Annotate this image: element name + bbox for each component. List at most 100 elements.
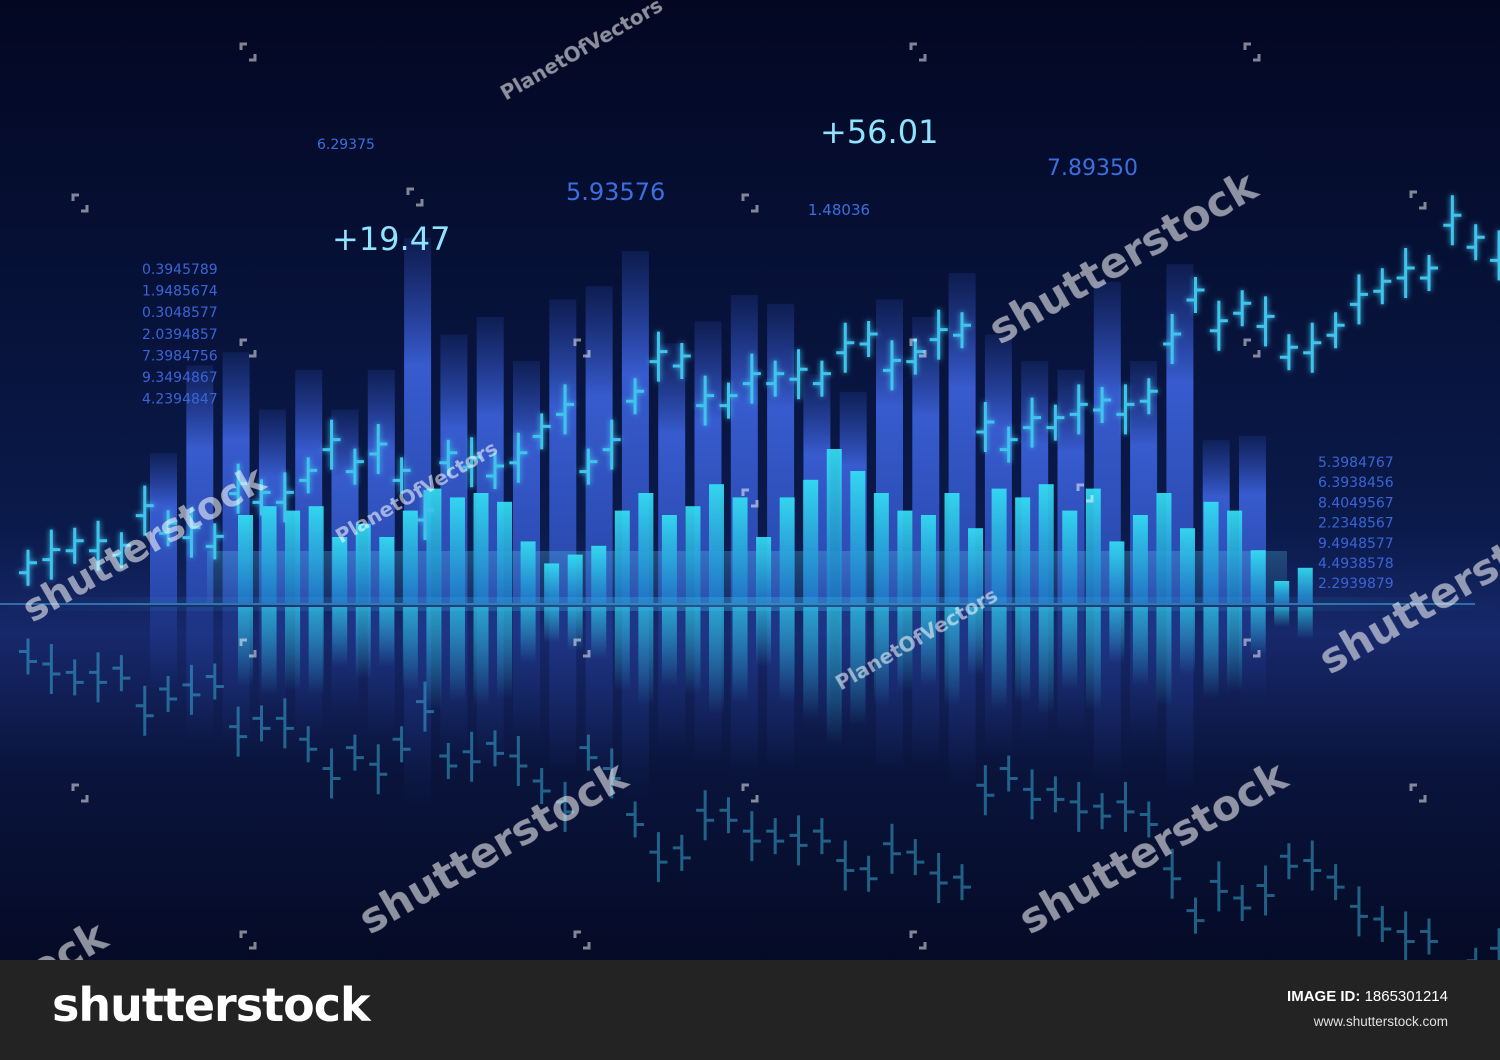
glow-bar-reflection (285, 607, 301, 691)
annotation-label: 5.93576 (566, 178, 665, 206)
watermark-mark (1409, 190, 1427, 210)
ohlc-tick (42, 529, 61, 580)
ohlc-tick (1466, 224, 1485, 261)
ohlc-tick (1069, 384, 1088, 435)
glow-bar (1038, 484, 1054, 603)
glow-bar-reflection (332, 607, 348, 667)
glow-bar-reflection (449, 607, 465, 703)
ohlc-tick-reflection (205, 663, 224, 700)
ohlc-tick-reflection (1233, 885, 1252, 922)
ohlc-tick (299, 457, 318, 494)
ohlc-tick (135, 485, 154, 536)
ohlc-tick-reflection (672, 834, 691, 871)
right-readout-value: 8.4049567 (1318, 495, 1394, 511)
ohlc-tick (1093, 387, 1112, 423)
ohlc-tick (649, 331, 668, 382)
ohlc-tick-reflection (1256, 865, 1275, 916)
ohlc-tick-reflection (976, 765, 995, 816)
shutterstock-logo[interactable]: shutterstock (52, 978, 371, 1032)
ohlc-tick (392, 457, 411, 494)
glow-bar (991, 488, 1007, 603)
glow-bar-reflection (779, 607, 795, 703)
ohlc-tick-reflection (1326, 864, 1345, 901)
glow-bar-reflection (732, 607, 748, 703)
annotation-label: 7.89350 (1047, 156, 1138, 181)
ohlc-tick (556, 384, 575, 435)
ohlc-tick-reflection (42, 643, 61, 694)
glow-bar (520, 541, 536, 603)
glow-bar-reflection (261, 607, 277, 695)
ohlc-tick (953, 312, 971, 349)
glow-bar-reflection (968, 607, 984, 675)
ohlc-tick-reflection (556, 781, 575, 832)
ohlc-tick (719, 382, 738, 419)
annotation-label: 1.48036 (808, 201, 870, 219)
glow-bar (709, 484, 724, 603)
glow-bar (826, 449, 842, 603)
glow-bar-reflection (473, 607, 489, 706)
glow-bar-reflection (991, 607, 1007, 710)
ohlc-tick (509, 432, 528, 483)
ohlc-tick (579, 448, 598, 485)
ohlc-tick (159, 510, 178, 547)
watermark-mark (239, 930, 257, 950)
glow-bar (685, 506, 701, 603)
glow-bar (1203, 501, 1219, 603)
ohlc-tick-reflection (1396, 911, 1415, 960)
ohlc-tick (19, 549, 37, 586)
glow-bar (850, 471, 866, 603)
ohlc-tick (415, 490, 434, 540)
glow-bar-reflection (873, 607, 889, 706)
chart: 6.29375 +19.47 5.93576 1.48036 +56.01 7.89350… (0, 0, 1500, 960)
ohlc-tick-reflection (112, 655, 131, 692)
ohlc-tick (1490, 230, 1500, 281)
right-readout-value: 9.4948577 (1318, 536, 1394, 552)
watermark-mark (71, 193, 89, 213)
glow-bar-series (238, 449, 1313, 746)
glow-bar-reflection (1180, 607, 1195, 675)
ohlc-tick (1279, 334, 1298, 371)
ohlc-tick (112, 532, 131, 569)
ohlc-tick-reflection (1023, 769, 1042, 820)
ohlc-tick (812, 360, 831, 397)
ohlc-tick (882, 340, 901, 391)
ohlc-tick (859, 321, 878, 357)
ohlc-tick (1256, 296, 1275, 347)
ohlc-tick-reflection (182, 664, 201, 715)
ohlc-tick (1023, 397, 1042, 448)
ohlc-tick-reflection (1069, 781, 1088, 832)
glow-bar (1085, 488, 1101, 603)
ohlc-tick-reflection (415, 681, 434, 732)
ohlc-tick-reflection (1349, 886, 1368, 937)
ohlc-tick-reflection (392, 726, 411, 763)
glow-bar-reflection (920, 607, 936, 687)
site-url[interactable]: www.shutterstock.com (1313, 1014, 1448, 1029)
ohlc-tick-reflection (859, 855, 878, 892)
glow-bar (426, 488, 442, 603)
glow-bar-reflection (803, 607, 819, 718)
ohlc-tick-reflection (1116, 781, 1135, 832)
ohlc-tick (1373, 268, 1392, 305)
ohlc-tick-reflection (812, 818, 831, 855)
ohlc-tick (929, 309, 948, 360)
ohlc-tick (626, 378, 645, 415)
ohlc-tick-reflection (1209, 861, 1228, 912)
ohlc-tick-reflection (1420, 918, 1438, 955)
glow-bar-reflection (1085, 607, 1101, 710)
left-readout-value: 1.9485674 (142, 284, 218, 300)
glow-bar-reflection (497, 607, 513, 699)
glow-bar (968, 528, 984, 603)
ohlc-tick-reflection (882, 823, 901, 874)
ohlc-tick-reflection (719, 797, 738, 834)
glow-bar-reflection (544, 607, 560, 643)
ohlc-tick (1349, 274, 1368, 325)
ohlc-tick (1186, 277, 1205, 313)
ohlc-tick (1209, 300, 1228, 351)
glow-bar-reflection (1297, 607, 1313, 639)
ohlc-tick-reflection (322, 748, 341, 799)
glow-bar (1132, 515, 1148, 603)
glow-bar-reflection (520, 607, 536, 663)
glow-bar (238, 515, 253, 603)
glow-bar-reflection (1227, 607, 1243, 691)
glow-bar-reflection (1203, 607, 1219, 699)
